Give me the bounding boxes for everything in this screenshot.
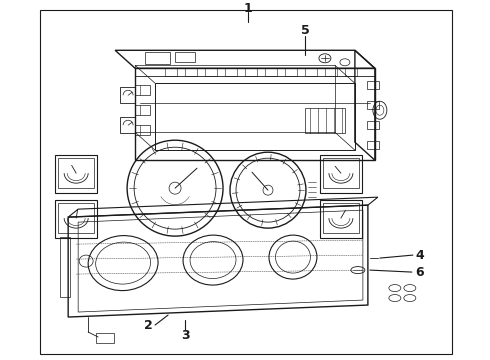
Bar (145, 52, 170, 64)
Bar (225, 68, 237, 76)
Bar (155, 83, 355, 150)
Text: 1: 1 (244, 2, 252, 15)
Bar (58, 203, 94, 233)
Bar (185, 68, 197, 76)
Bar (165, 68, 177, 76)
Bar (135, 68, 375, 160)
Text: 2: 2 (144, 319, 152, 332)
Bar (205, 68, 217, 76)
Bar (55, 200, 97, 238)
Bar (135, 65, 335, 132)
Bar (175, 52, 195, 62)
Bar (58, 158, 94, 188)
Bar (367, 81, 379, 89)
Bar (305, 68, 317, 76)
Bar (320, 155, 362, 193)
Bar (55, 155, 97, 193)
Bar (285, 68, 297, 76)
Bar (40, 10, 452, 354)
Bar (265, 68, 277, 76)
Bar (120, 117, 135, 133)
Bar (320, 200, 362, 238)
Bar (367, 101, 379, 109)
Bar (367, 121, 379, 129)
Bar (135, 125, 150, 135)
Bar (135, 105, 150, 115)
Bar (325, 68, 337, 76)
Text: 4: 4 (416, 249, 424, 262)
Bar (305, 108, 345, 133)
Text: 5: 5 (300, 24, 309, 37)
Bar (135, 85, 150, 95)
Bar (96, 333, 114, 343)
Bar (245, 68, 257, 76)
Bar (345, 68, 357, 76)
Bar (323, 203, 359, 233)
Bar (323, 158, 359, 188)
Text: 3: 3 (181, 329, 189, 342)
Bar (60, 237, 70, 297)
Bar (120, 87, 135, 103)
Text: 6: 6 (416, 266, 424, 279)
Bar (367, 141, 379, 149)
